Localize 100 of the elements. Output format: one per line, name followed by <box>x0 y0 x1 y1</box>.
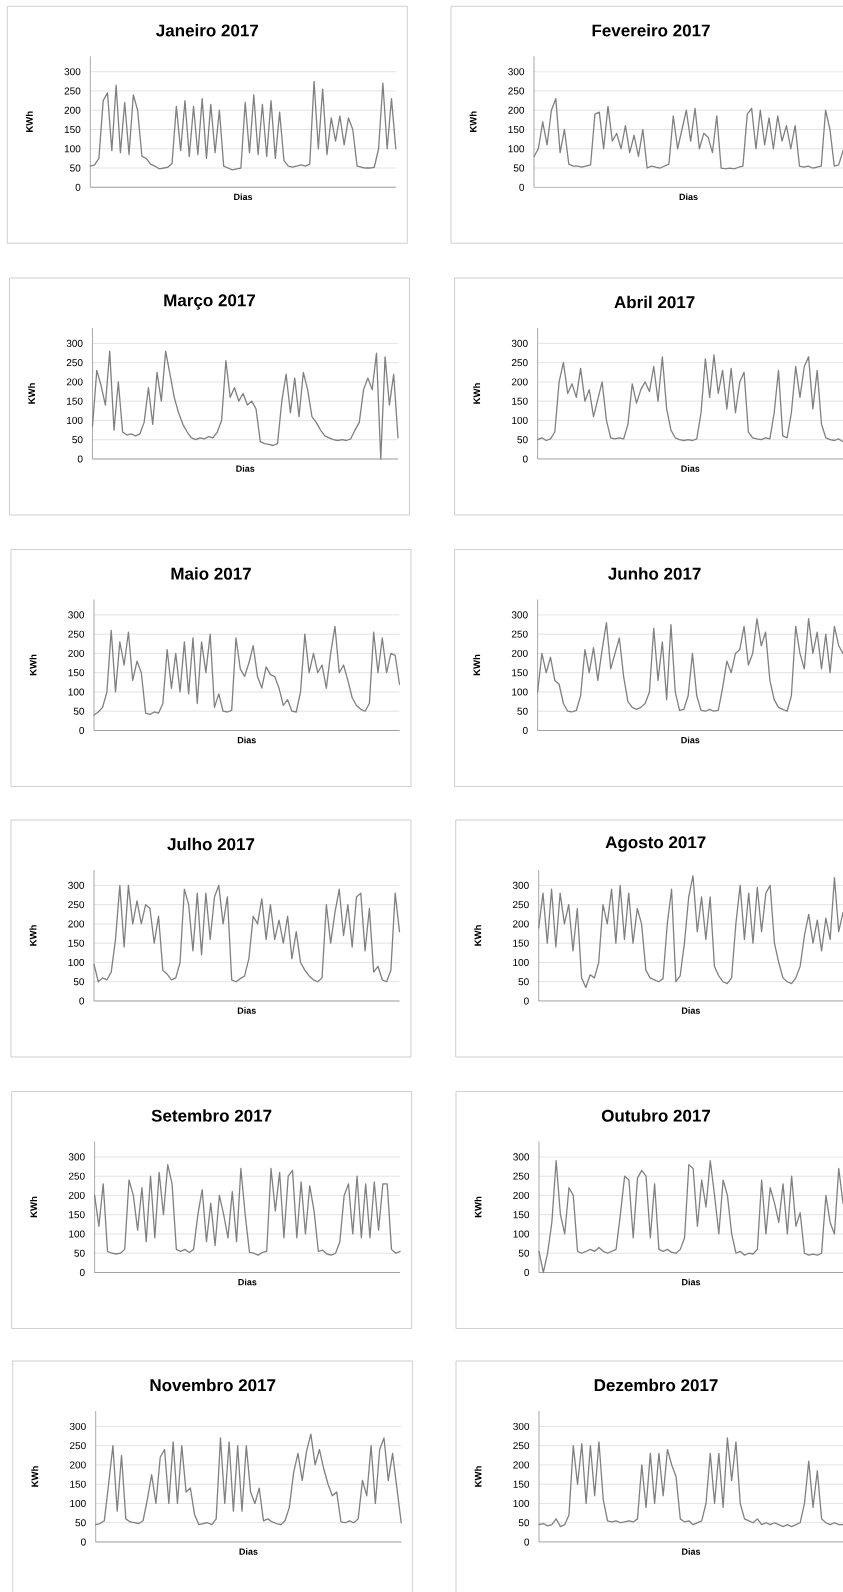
y-axis-title: KWh <box>474 925 482 946</box>
y-tick-label: 0 <box>79 997 85 1005</box>
y-axis-title: KWh <box>474 1196 482 1218</box>
y-tick-label: 100 <box>512 688 528 696</box>
y-axis-title: KWh <box>30 1196 38 1218</box>
y-tick-label: 0 <box>522 455 528 463</box>
y-tick-label: 0 <box>77 455 83 463</box>
x-axis-title: Dias <box>679 193 698 201</box>
y-tick-label: 50 <box>72 436 83 444</box>
y-tick-label: 250 <box>68 630 85 638</box>
y-tick-label: 150 <box>68 669 85 677</box>
y-tick-label: 100 <box>513 1230 530 1238</box>
y-tick-label: 100 <box>513 958 529 966</box>
y-tick-label: 50 <box>70 164 81 172</box>
y-tick-label: 100 <box>67 416 83 424</box>
y-tick-label: 150 <box>508 125 525 134</box>
y-tick-label: 300 <box>513 1422 530 1430</box>
y-tick-label: 50 <box>73 978 85 986</box>
y-axis-title: KWh <box>473 654 481 676</box>
y-tick-label: 250 <box>64 87 81 95</box>
y-tick-label: 150 <box>512 669 528 677</box>
chart-title: Janeiro 2017 <box>156 24 259 37</box>
x-axis-title: Dias <box>238 1278 257 1286</box>
x-axis-title: Dias <box>681 465 700 472</box>
y-tick-label: 250 <box>513 1172 530 1180</box>
y-tick-label: 0 <box>79 1268 85 1277</box>
y-tick-label: 300 <box>66 339 83 347</box>
y-tick-label: 250 <box>511 359 528 367</box>
x-axis-title: Dias <box>681 736 700 744</box>
y-tick-label: 300 <box>68 1153 85 1161</box>
y-tick-label: 0 <box>524 1268 530 1277</box>
y-tick-label: 200 <box>64 106 81 114</box>
y-axis-title: KWh <box>31 1466 39 1487</box>
y-tick-label: 200 <box>68 649 85 657</box>
y-tick-label: 150 <box>69 1211 85 1219</box>
x-axis-title: Dias <box>237 736 256 744</box>
y-tick-label: 150 <box>67 397 83 405</box>
y-tick-label: 100 <box>70 1499 86 1508</box>
y-tick-label: 300 <box>512 881 529 889</box>
y-tick-label: 200 <box>69 1461 86 1469</box>
x-axis-title: Dias <box>237 1007 256 1014</box>
y-tick-label: 250 <box>68 1172 85 1180</box>
chart-title: Abril 2017 <box>614 295 695 309</box>
y-tick-label: 50 <box>74 1249 85 1257</box>
y-tick-label: 150 <box>512 397 528 405</box>
x-axis-title: Dias <box>682 1278 701 1286</box>
y-tick-label: 200 <box>511 649 528 657</box>
y-tick-label: 200 <box>511 378 528 386</box>
y-tick-label: 300 <box>68 881 85 889</box>
x-axis-title: Dias <box>234 193 253 201</box>
x-axis-title: Dias <box>236 465 255 472</box>
y-tick-label: 0 <box>524 997 529 1005</box>
y-tick-label: 50 <box>517 707 528 715</box>
y-tick-label: 200 <box>508 106 525 114</box>
y-tick-label: 150 <box>513 1480 530 1488</box>
y-tick-label: 50 <box>517 436 528 444</box>
y-tick-label: 250 <box>66 359 83 367</box>
y-tick-label: 150 <box>513 939 529 947</box>
y-axis-title: KWh <box>29 925 37 946</box>
y-tick-label: 100 <box>69 1230 85 1238</box>
y-axis-title: KWh <box>29 654 37 676</box>
chart-title: Maio 2017 <box>171 567 251 580</box>
y-tick-label: 200 <box>512 920 529 928</box>
y-tick-label: 50 <box>518 1519 530 1527</box>
y-axis-title: KWh <box>25 111 33 132</box>
x-axis-title: Dias <box>682 1548 701 1555</box>
y-tick-label: 0 <box>75 183 81 191</box>
chart-title: Fevereiro 2017 <box>592 24 710 37</box>
y-axis-title: KWh <box>474 1466 482 1487</box>
y-tick-label: 200 <box>68 920 85 928</box>
y-tick-label: 300 <box>68 611 85 619</box>
y-tick-label: 200 <box>68 1191 85 1199</box>
y-axis-title: KWh <box>28 383 35 404</box>
y-tick-label: 0 <box>79 726 85 735</box>
x-axis-title: Dias <box>239 1548 258 1555</box>
y-tick-label: 100 <box>64 145 81 153</box>
chart-title: Junho 2017 <box>608 567 701 580</box>
y-tick-label: 50 <box>73 707 85 715</box>
y-tick-label: 100 <box>512 416 528 424</box>
y-tick-label: 300 <box>69 1422 86 1430</box>
y-tick-label: 300 <box>513 1153 530 1161</box>
chart-title: Dezembro 2017 <box>594 1378 718 1392</box>
chart-title: Setembro 2017 <box>151 1109 272 1122</box>
chart-title: Julho 2017 <box>167 837 255 851</box>
y-tick-label: 50 <box>513 164 525 172</box>
y-tick-label: 300 <box>511 611 528 619</box>
chart-title: Agosto 2017 <box>605 836 706 852</box>
y-tick-label: 150 <box>70 1480 86 1488</box>
y-tick-label: 50 <box>75 1519 86 1527</box>
y-tick-label: 250 <box>508 87 525 95</box>
x-axis-title: Dias <box>681 1007 700 1014</box>
chart-title: Novembro 2017 <box>150 1378 276 1392</box>
y-tick-label: 300 <box>511 339 528 347</box>
y-tick-label: 100 <box>508 145 525 153</box>
y-axis-title: KWh <box>473 383 481 404</box>
y-tick-label: 250 <box>513 1442 530 1450</box>
y-tick-label: 300 <box>64 68 81 76</box>
y-tick-label: 150 <box>64 125 81 134</box>
y-tick-label: 250 <box>68 901 85 909</box>
y-axis-title: KWh <box>469 111 477 132</box>
